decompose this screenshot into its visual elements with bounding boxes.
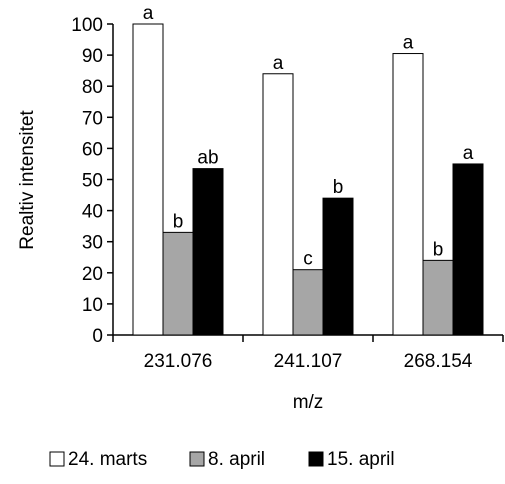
bar-241.107-8-april	[292, 269, 324, 336]
y-tick-label: 90	[82, 46, 103, 67]
bar-231.076-24-marts	[132, 23, 164, 336]
significance-label: ab	[197, 148, 218, 169]
x-axis-title: m/z	[293, 392, 324, 413]
y-tick-label: 100	[71, 15, 103, 36]
y-tick-label: 70	[82, 108, 103, 129]
bars	[132, 23, 484, 336]
bar-268.154-15-april	[452, 163, 484, 336]
y-tick-label: 20	[82, 264, 103, 285]
significance-label: a	[463, 143, 474, 164]
category-label: 241.107	[274, 351, 343, 372]
significance-label: b	[433, 239, 444, 260]
legend-swatch	[189, 451, 205, 467]
y-tick-label: 10	[82, 295, 103, 316]
legend-swatch	[308, 451, 324, 467]
significance-label: a	[143, 3, 154, 24]
category-label: 231.076	[144, 351, 213, 372]
bar-268.154-8-april	[422, 259, 454, 336]
y-axis-title: Realtiv intensitet	[17, 110, 38, 250]
y-tick-label: 40	[82, 202, 103, 223]
y-tick-label: 50	[82, 171, 103, 192]
significance-label: a	[403, 33, 414, 54]
bar-241.107-15-april	[322, 197, 354, 336]
significance-label: b	[173, 211, 184, 232]
y-tick-label: 0	[92, 326, 103, 347]
legend-label: 15. april	[327, 449, 395, 470]
significance-label: c	[303, 249, 313, 270]
y-tick-label: 80	[82, 77, 103, 98]
legend-swatch	[49, 451, 65, 467]
y-tick-label: 60	[82, 139, 103, 160]
bar-231.076-8-april	[162, 231, 194, 336]
legend-label: 8. april	[208, 449, 265, 470]
significance-label: a	[273, 53, 284, 74]
bar-241.107-24-marts	[262, 73, 294, 336]
bar-268.154-24-marts	[392, 53, 424, 336]
category-label: 268.154	[404, 351, 473, 372]
y-axis: 0 10 20 30 40 50 60 70 80 90 100	[71, 15, 114, 347]
x-axis: 231.076 241.107 268.154	[112, 334, 504, 372]
bar-231.076-15-april	[192, 168, 224, 336]
legend: 24. marts 8. april 15. april	[49, 449, 395, 470]
legend-label: 24. marts	[68, 449, 147, 470]
y-tick-label: 30	[82, 233, 103, 254]
significance-label: b	[333, 177, 344, 198]
